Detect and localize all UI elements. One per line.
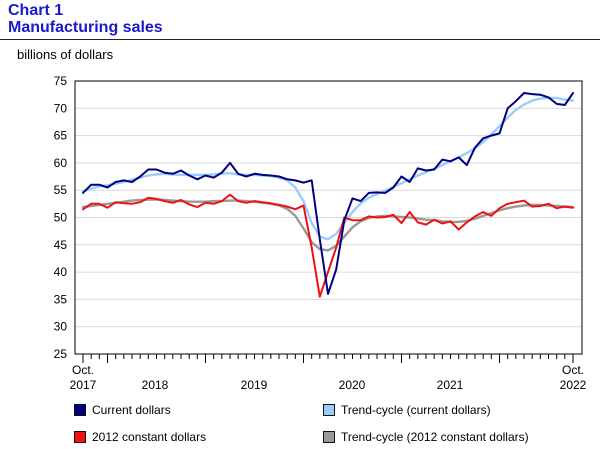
chart-name: Manufacturing sales	[8, 19, 163, 36]
y-axis-unit-label: billions of dollars	[17, 47, 114, 62]
y-tick-label-30: 30	[54, 320, 68, 334]
legend-swatch-constant	[74, 431, 86, 443]
legend-item-current: Current dollars	[74, 403, 171, 417]
legend-swatch-current	[74, 404, 86, 416]
legend-swatch-trend-current	[323, 404, 335, 416]
series-trend-2012-constant-dollars	[81, 198, 575, 252]
chart-number: Chart 1	[8, 2, 64, 19]
legend-item-constant: 2012 constant dollars	[74, 430, 206, 444]
x-tick-label-top: Oct.	[72, 363, 94, 377]
x-tick-label-year: 2022	[560, 378, 587, 392]
x-tick-label-top: Oct.	[562, 363, 584, 377]
y-tick-label-60: 60	[54, 156, 68, 170]
legend-swatch-trend-constant	[323, 431, 335, 443]
series-current-dollars	[82, 92, 574, 295]
legend-label-trend-current: Trend-cycle (current dollars)	[341, 403, 491, 417]
y-tick-label-75: 75	[54, 74, 68, 88]
y-tick-label-40: 40	[54, 265, 68, 279]
x-tick-label-year: 2021	[437, 378, 464, 392]
x-tick-label-year: 2019	[241, 378, 268, 392]
title-divider	[0, 39, 600, 40]
legend-label-constant: 2012 constant dollars	[92, 430, 207, 444]
y-tick-label-70: 70	[54, 101, 68, 115]
y-tick-label-45: 45	[54, 238, 68, 252]
y-tick-label-50: 50	[54, 211, 68, 225]
y-tick-label-55: 55	[54, 183, 68, 197]
x-tick-label-year: 2017	[70, 378, 97, 392]
legend-item-trend-current: Trend-cycle (current dollars)	[323, 403, 491, 417]
legend-item-trend-constant: Trend-cycle (2012 constant dollars)	[323, 430, 529, 444]
y-tick-label-65: 65	[54, 129, 68, 143]
legend-label-trend-constant: Trend-cycle (2012 constant dollars)	[341, 430, 529, 444]
series-2012-constant-dollars	[82, 193, 574, 298]
x-tick-label-year: 2018	[142, 378, 169, 392]
legend-label-current: Current dollars	[92, 403, 171, 417]
x-tick-label-year: 2020	[339, 378, 366, 392]
y-tick-label-25: 25	[54, 347, 68, 361]
series-trend-current-dollars	[81, 96, 575, 241]
chart-title: Chart 1 Manufacturing sales	[8, 2, 163, 36]
y-tick-label-35: 35	[54, 292, 68, 306]
